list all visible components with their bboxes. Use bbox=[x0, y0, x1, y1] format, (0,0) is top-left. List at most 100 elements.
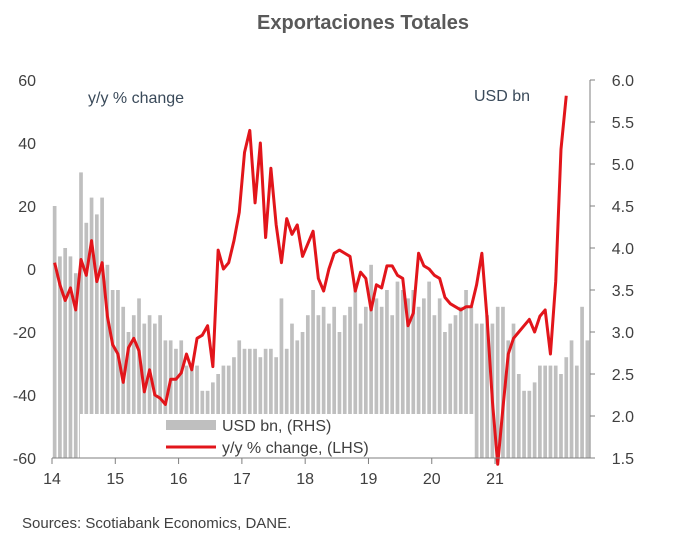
legend: USD bn, (RHS) y/y % change, (LHS) bbox=[166, 418, 369, 457]
bar bbox=[131, 315, 136, 458]
bar bbox=[263, 348, 268, 458]
right-tick-label: 1.5 bbox=[612, 451, 634, 468]
bar bbox=[253, 348, 257, 458]
bar bbox=[485, 315, 489, 458]
bar bbox=[501, 306, 505, 458]
bar bbox=[311, 290, 315, 458]
bar bbox=[543, 365, 548, 458]
right-axis-ticks: 6.0 5.5 5.0 4.5 4.0 3.5 3.0 2.5 2.0 1.5 bbox=[590, 73, 634, 468]
right-tick-label: 2.0 bbox=[612, 409, 634, 426]
bar bbox=[274, 357, 279, 458]
bar bbox=[184, 365, 189, 458]
bar bbox=[137, 298, 141, 458]
bar bbox=[437, 298, 442, 458]
x-tick-label: 18 bbox=[296, 471, 314, 488]
bar bbox=[379, 306, 384, 458]
bar bbox=[363, 306, 368, 458]
right-tick-label: 3.0 bbox=[612, 325, 634, 342]
bar bbox=[390, 315, 395, 458]
bar bbox=[300, 332, 305, 458]
bar bbox=[221, 365, 226, 458]
bar bbox=[453, 315, 458, 458]
bar bbox=[569, 340, 574, 458]
x-tick-label: 20 bbox=[423, 471, 441, 488]
bar bbox=[247, 348, 252, 458]
bar bbox=[284, 348, 289, 458]
bar bbox=[63, 248, 68, 458]
left-tick-label: 0 bbox=[27, 262, 36, 279]
x-tick-label: 16 bbox=[170, 471, 188, 488]
bar bbox=[400, 290, 405, 458]
bar bbox=[538, 365, 542, 458]
bar bbox=[564, 357, 569, 458]
bar bbox=[89, 197, 94, 458]
bar bbox=[369, 264, 373, 458]
right-tick-label: 5.5 bbox=[612, 115, 634, 132]
line-path bbox=[53, 95, 568, 466]
legend-background bbox=[80, 414, 474, 458]
bar bbox=[422, 298, 426, 458]
x-tick-label: 19 bbox=[360, 471, 378, 488]
bar bbox=[337, 332, 342, 458]
bar bbox=[580, 306, 584, 458]
bar bbox=[458, 306, 463, 458]
bar bbox=[68, 256, 73, 458]
left-tick-label: 60 bbox=[18, 73, 36, 90]
bar-series bbox=[52, 172, 590, 458]
bar bbox=[52, 206, 57, 458]
left-tick-label: 20 bbox=[18, 199, 36, 216]
legend-label-line: y/y % change, (LHS) bbox=[222, 440, 369, 457]
bar bbox=[532, 382, 537, 458]
bar bbox=[305, 315, 310, 458]
axes bbox=[52, 80, 591, 459]
bar bbox=[395, 281, 400, 458]
bar bbox=[406, 298, 410, 458]
x-tick-label: 15 bbox=[106, 471, 124, 488]
bar bbox=[189, 365, 194, 458]
bar bbox=[126, 332, 131, 458]
x-tick-label: 21 bbox=[486, 471, 504, 488]
bar bbox=[295, 340, 300, 458]
bar bbox=[527, 390, 532, 458]
bar bbox=[232, 357, 236, 458]
bar bbox=[511, 323, 516, 458]
legend-label-bar: USD bn, (RHS) bbox=[222, 418, 331, 435]
bar bbox=[495, 306, 500, 458]
bar bbox=[116, 290, 120, 458]
bar bbox=[195, 365, 199, 458]
left-tick-label: -40 bbox=[13, 388, 36, 405]
bar bbox=[226, 365, 231, 458]
bar bbox=[448, 323, 453, 458]
bar bbox=[443, 332, 447, 458]
bar bbox=[411, 290, 416, 458]
left-tick-label: -60 bbox=[13, 451, 36, 468]
bar bbox=[168, 340, 173, 458]
left-axis-note: y/y % change bbox=[88, 90, 184, 107]
bar bbox=[58, 256, 62, 458]
bar bbox=[559, 374, 563, 458]
bar bbox=[469, 306, 474, 458]
left-axis-ticks: 60 40 20 0 -20 -40 -60 bbox=[13, 73, 36, 468]
x-axis-ticks: 14 15 16 17 18 19 20 21 bbox=[43, 458, 504, 488]
bar bbox=[474, 323, 479, 458]
bar bbox=[348, 306, 352, 458]
bar bbox=[100, 197, 104, 458]
line-series bbox=[53, 95, 568, 466]
bar bbox=[290, 323, 294, 458]
bar bbox=[574, 365, 579, 458]
bar bbox=[332, 306, 337, 458]
bar bbox=[94, 214, 99, 458]
right-tick-label: 4.0 bbox=[612, 241, 634, 258]
bar bbox=[327, 323, 331, 458]
bar bbox=[353, 290, 358, 458]
bar bbox=[522, 390, 526, 458]
bar bbox=[516, 374, 521, 458]
bar bbox=[321, 306, 326, 458]
bar bbox=[179, 340, 184, 458]
bar bbox=[416, 306, 421, 458]
bar bbox=[147, 315, 152, 458]
bar bbox=[553, 365, 558, 458]
bar bbox=[84, 222, 89, 458]
bar bbox=[316, 315, 321, 458]
